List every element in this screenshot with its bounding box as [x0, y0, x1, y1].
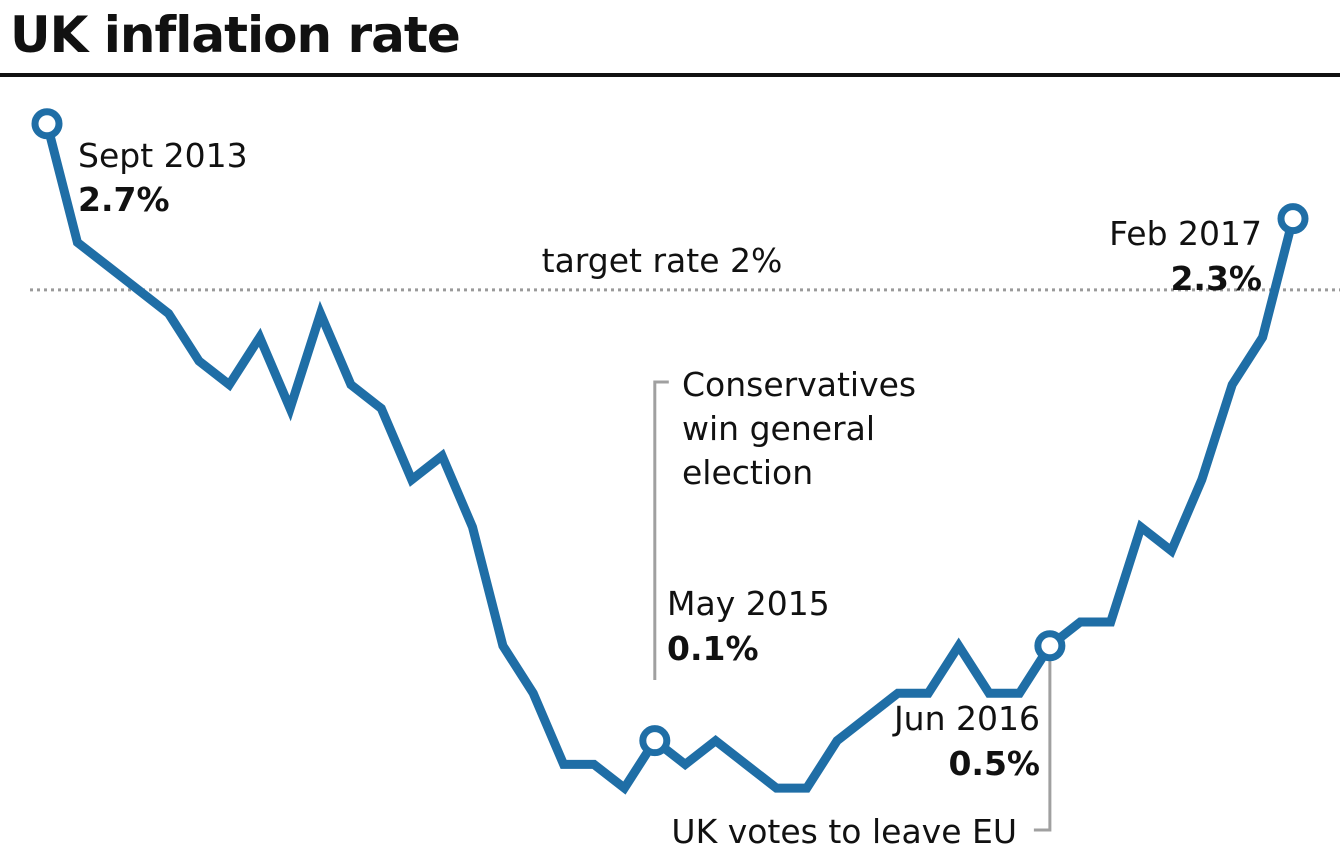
event-text-election-line-2: win general: [682, 409, 875, 448]
annotation-value-feb-2017: 2.3%: [1170, 259, 1262, 298]
series-line-inflation: [42, 122, 1298, 795]
leader-line-brexit: [1033, 657, 1052, 832]
event-text-brexit-vote: UK votes to leave EU: [671, 812, 1017, 851]
series-layer: [42, 122, 1298, 795]
leader-lines: [653, 380, 1052, 832]
point-marker-jun-2016: [1034, 630, 1066, 662]
title-rule: [0, 73, 1340, 77]
annotation-layer: Sept 2013 2.7% May 2015 0.1% Jun 2016 0.…: [78, 136, 1262, 851]
annotation-label-may-2015: May 2015: [667, 584, 830, 623]
event-text-election-line-1: Conservatives: [682, 365, 916, 404]
leader-line-election: [653, 380, 669, 680]
event-text-election-line-3: election: [682, 453, 813, 492]
marker-layer: [31, 108, 1309, 757]
chart-title: UK inflation rate: [10, 6, 461, 64]
target-label: target rate 2%: [542, 241, 783, 280]
target-layer: target rate 2%: [30, 241, 1340, 292]
annotation-value-sept-2013: 2.7%: [78, 180, 170, 219]
annotation-label-jun-2016: Jun 2016: [892, 699, 1040, 738]
annotation-label-feb-2017: Feb 2017: [1109, 214, 1262, 253]
annotation-value-may-2015: 0.1%: [667, 629, 759, 668]
point-marker-may-2015: [639, 725, 671, 757]
annotation-label-sept-2013: Sept 2013: [78, 136, 248, 175]
point-marker-sept-2013: [31, 108, 63, 140]
point-marker-feb-2017: [1277, 203, 1309, 235]
annotation-value-jun-2016: 0.5%: [948, 744, 1040, 783]
